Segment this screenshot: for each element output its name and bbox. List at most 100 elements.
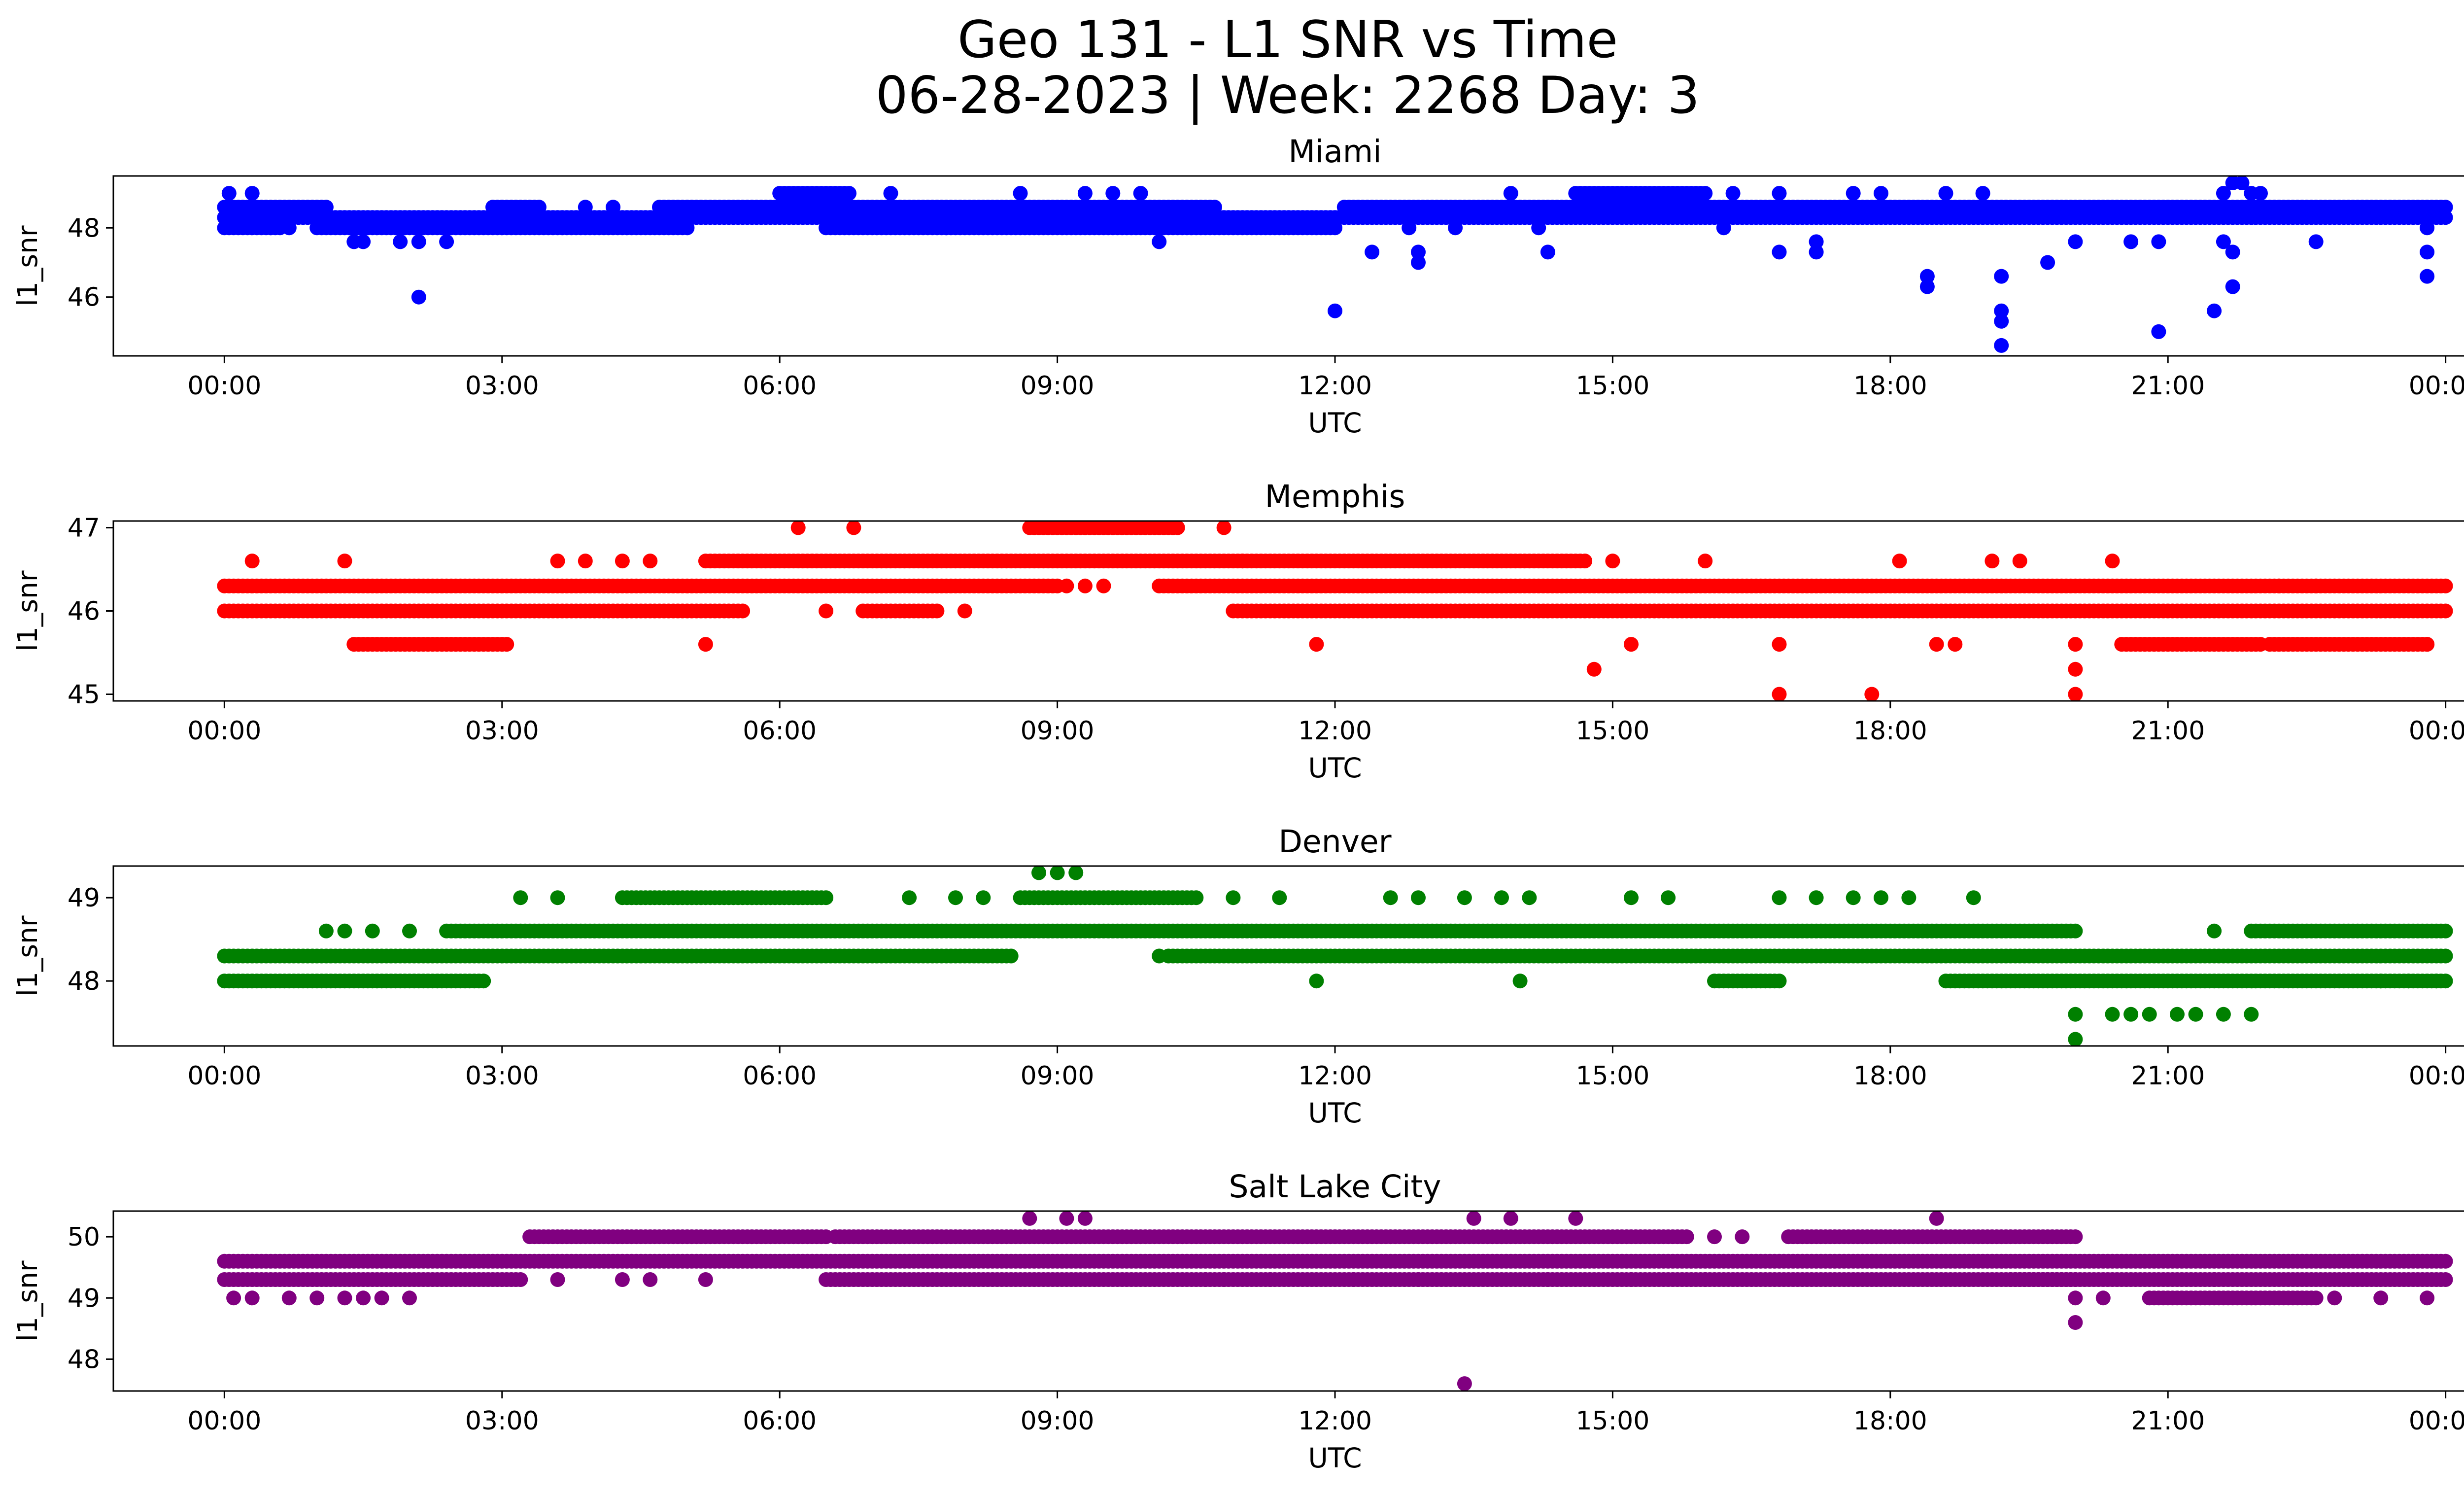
data-point [680,220,695,236]
data-point [1402,220,1417,236]
data-point [1457,890,1472,905]
data-point [2068,1229,2083,1245]
x-tick-label: 12:00 [1298,1406,1372,1436]
data-point [309,1290,325,1306]
x-tick-label: 09:00 [1021,716,1095,746]
data-point [1772,637,1787,652]
data-point [402,1290,417,1306]
plot-frame [112,1210,2464,1392]
data-point [1994,338,2009,353]
data-point [226,1290,241,1306]
data-point [1772,244,1787,260]
x-tick-label: 06:00 [743,1406,817,1436]
data-point [1068,865,1084,880]
data-point [2420,244,2435,260]
data-point [2373,1290,2389,1306]
data-point [1772,890,1787,905]
x-tick-label: 03:00 [465,1061,539,1091]
x-tick-label: 18:00 [1853,371,1927,401]
data-point [2170,1007,2185,1022]
y-tick-label: 47 [68,514,100,543]
data-point [1328,220,1342,236]
data-point [2420,637,2435,652]
data-point [1411,1272,1426,1287]
data-point [1809,234,1824,249]
data-point [1059,578,1074,593]
x-tick-label: 06:00 [743,716,817,746]
y-axis-label: l1_snr [12,915,43,996]
data-point [2068,1032,2083,1047]
x-tick-label: 21:00 [2131,371,2205,401]
data-point [2068,1007,2083,1022]
data-point [513,890,528,905]
data-point [1077,1211,1093,1226]
data-point [615,554,630,569]
data-point [1929,1211,1944,1226]
data-point [2068,687,2083,702]
data-point [1466,1211,1481,1226]
data-point [2308,234,2324,249]
data-point [2225,279,2240,294]
data-point [1772,687,1787,702]
data-point [1864,687,1880,702]
data-point [615,1272,630,1287]
data-point [244,1290,260,1306]
data-point [1985,554,2000,569]
data-point [2234,175,2250,190]
data-point [2123,234,2139,249]
y-tick-label: 48 [68,213,100,243]
data-point [1661,890,1676,905]
data-point [356,234,371,249]
x-tick-label: 15:00 [1575,1061,1649,1091]
data-point [221,186,237,201]
data-point [735,603,751,619]
subplot-title: Denver [1278,824,1391,860]
figure-title-line2: 06-28-2023 | Week: 2268 Day: 3 [875,66,1700,125]
y-axis-label: l1_snr [12,570,43,651]
data-point [1919,269,1935,284]
data-point [1226,890,1241,905]
data-point [1846,186,1861,201]
x-tick-label: 06:00 [743,371,817,401]
data-point [2438,200,2453,215]
data-point [393,234,408,249]
data-point [2123,1007,2139,1022]
data-point [365,923,380,939]
data-point [1605,554,1620,569]
data-point [1448,220,1463,236]
data-point [1013,186,1028,201]
data-point [2438,1253,2453,1269]
data-point [1698,186,1713,201]
y-axis-label: l1_snr [12,225,43,306]
data-point [2420,269,2435,284]
data-point [550,1272,565,1287]
data-point [846,520,861,535]
data-point [1929,637,1944,652]
data-point [2188,1007,2203,1022]
figure-title-line1: Geo 131 - L1 SNR vs Time [957,10,1618,70]
data-point [1152,948,1167,964]
data-point [318,200,334,215]
data-point [411,289,426,305]
data-point [1022,1211,1037,1226]
data-point [2207,1272,2222,1287]
data-point [2438,923,2453,939]
data-point [1586,661,1602,677]
data-point [2216,1007,2231,1022]
data-point [1901,890,1916,905]
data-point [2401,973,2416,989]
x-tick-label: 15:00 [1575,716,1649,746]
data-point [1846,890,1861,905]
data-point [2040,255,2055,270]
data-point [698,637,713,652]
y-tick-label: 45 [68,680,100,709]
data-point [2271,578,2287,593]
data-point [1346,1272,1361,1287]
data-point [2438,948,2453,964]
x-tick-label: 21:00 [2131,1406,2205,1436]
data-point [2095,1290,2111,1306]
data-point [476,973,491,989]
data-point [1892,554,1907,569]
